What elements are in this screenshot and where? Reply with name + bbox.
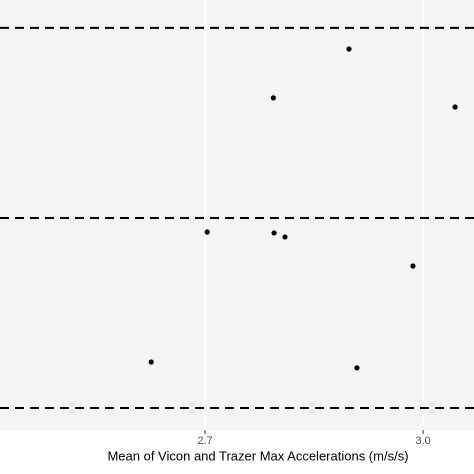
- point: [204, 229, 210, 235]
- x-tick-label: 3.0: [415, 435, 430, 447]
- point: [271, 230, 277, 236]
- panel: [0, 0, 474, 430]
- x-tick-label: 2.7: [197, 435, 212, 447]
- point: [346, 46, 352, 52]
- x-axis-label: Mean of Vicon and Trazer Max Acceleratio…: [107, 448, 408, 463]
- point: [270, 95, 276, 101]
- point: [148, 359, 154, 365]
- point: [354, 365, 360, 371]
- point: [282, 234, 288, 240]
- point: [452, 104, 458, 110]
- point: [410, 263, 416, 269]
